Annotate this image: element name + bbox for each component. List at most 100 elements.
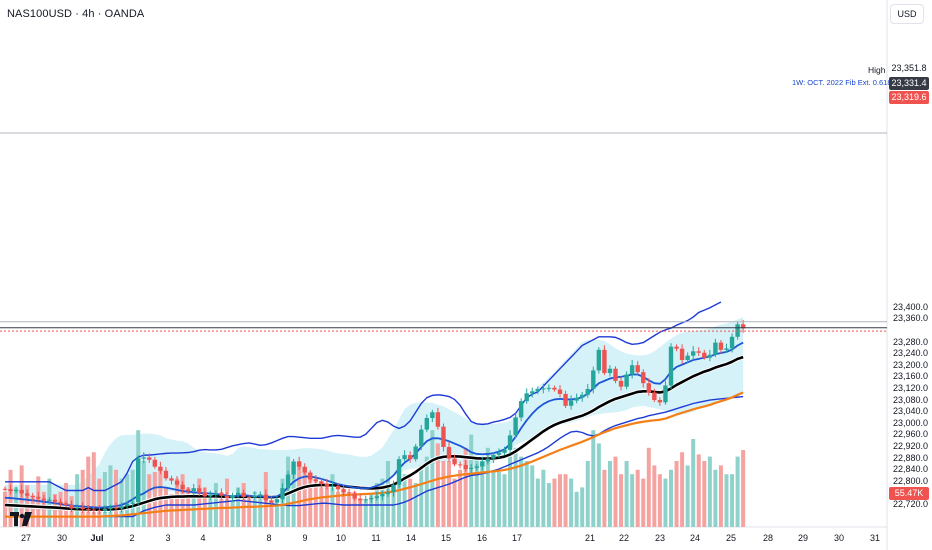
- candle-body: [568, 400, 574, 406]
- volume-bar: [496, 472, 501, 527]
- volume-bar: [225, 478, 229, 527]
- candle-body: [385, 492, 391, 494]
- volume-bar: [352, 491, 357, 527]
- volume-bar: [641, 478, 646, 527]
- volume-bar: [91, 452, 96, 527]
- volume-bar: [452, 478, 457, 527]
- time-tick-label: 16: [476, 533, 488, 543]
- volume-bar: [613, 456, 618, 527]
- price-tick-label: 23,000.0: [893, 417, 929, 428]
- time-tick-label: 17: [511, 533, 523, 543]
- candle-body: [102, 509, 108, 511]
- candle-body: [130, 502, 135, 504]
- volume-bar: [741, 450, 746, 527]
- volume-bar: [657, 474, 662, 527]
- volume-bar: [607, 461, 612, 527]
- candle-body: [185, 489, 191, 492]
- volume-bar: [202, 487, 207, 527]
- volume-bar: [696, 454, 701, 527]
- candle-body: [352, 493, 357, 499]
- candle-body: [341, 489, 346, 493]
- time-tick-label: 14: [405, 533, 417, 543]
- volume-bar: [580, 487, 585, 527]
- time-tick-label: 28: [762, 533, 774, 543]
- candle-body: [535, 389, 540, 392]
- candle-body: [230, 495, 235, 499]
- candle-body: [335, 485, 341, 490]
- volume-bar: [336, 491, 340, 527]
- currency-button[interactable]: USD: [890, 4, 924, 24]
- tradingview-logo-icon[interactable]: [10, 512, 32, 526]
- candle-body: [629, 365, 635, 375]
- candle-body: [291, 461, 296, 475]
- candle-body: [635, 365, 640, 373]
- candle-body: [113, 507, 119, 509]
- time-tick-label: 3: [165, 533, 171, 543]
- ema-slow-line: [5, 391, 744, 518]
- volume-tag: 55.47K: [889, 487, 929, 500]
- candle-body: [169, 478, 174, 481]
- candle-body: [740, 324, 746, 329]
- volume-bar: [80, 469, 85, 527]
- candle-body: [663, 385, 668, 403]
- volume-bar: [546, 483, 551, 527]
- candle-body: [607, 368, 613, 374]
- volume-bar: [358, 500, 363, 527]
- candle-body: [496, 452, 502, 455]
- candle-body: [668, 346, 674, 386]
- candle-body: [591, 370, 596, 389]
- candle-body: [491, 454, 496, 459]
- volume-bar: [691, 439, 696, 527]
- volume-bar: [730, 474, 735, 527]
- volume-bar: [624, 461, 629, 527]
- volume-bar: [574, 491, 579, 527]
- candle-body: [424, 418, 429, 430]
- candle-body: [2, 488, 8, 490]
- time-tick-label: 10: [335, 533, 347, 543]
- volume-bar: [541, 469, 546, 527]
- volume-bar: [569, 478, 574, 527]
- volume-bar: [513, 447, 518, 527]
- indicator-lines: [4, 301, 744, 518]
- candle-body: [308, 472, 313, 480]
- volume-bar: [663, 478, 668, 527]
- time-tick-label: 27: [20, 533, 32, 543]
- candlesticks: [2, 319, 746, 515]
- volume-bar: [724, 474, 729, 527]
- candle-body: [74, 507, 80, 509]
- candle-body: [174, 480, 180, 485]
- candle-body: [191, 488, 196, 492]
- volume-bar: [102, 472, 107, 527]
- candle-body: [624, 374, 629, 387]
- volume-bar: [30, 496, 35, 527]
- candle-body: [80, 507, 85, 510]
- volume-bar: [463, 447, 468, 527]
- candle-body: [25, 493, 30, 496]
- candle-body: [119, 506, 124, 509]
- candle-body: [163, 470, 169, 479]
- candle-body: [252, 495, 257, 498]
- candle-body: [435, 412, 441, 427]
- candle-body: [391, 484, 396, 493]
- candle-body: [457, 464, 463, 466]
- volume-bar: [480, 461, 485, 527]
- volume-bar: [596, 443, 601, 527]
- candle-body: [552, 387, 557, 390]
- time-tick-label: 21: [584, 533, 596, 543]
- volume-bar: [369, 494, 374, 527]
- volume-bar: [125, 474, 130, 527]
- volume-bar: [552, 478, 557, 527]
- symbol-title[interactable]: NAS100USD · 4h · OANDA: [7, 8, 145, 20]
- candle-body: [258, 494, 263, 496]
- volume-bar: [591, 430, 596, 527]
- candle-body: [369, 498, 374, 500]
- candle-body: [147, 457, 152, 460]
- cloud-band: [5, 317, 744, 511]
- candle-body: [524, 393, 529, 402]
- volume-bar: [41, 491, 46, 527]
- volume-bar: [397, 469, 402, 527]
- volume-bar: [363, 500, 368, 527]
- candle-body: [652, 392, 657, 401]
- candle-body: [441, 426, 446, 447]
